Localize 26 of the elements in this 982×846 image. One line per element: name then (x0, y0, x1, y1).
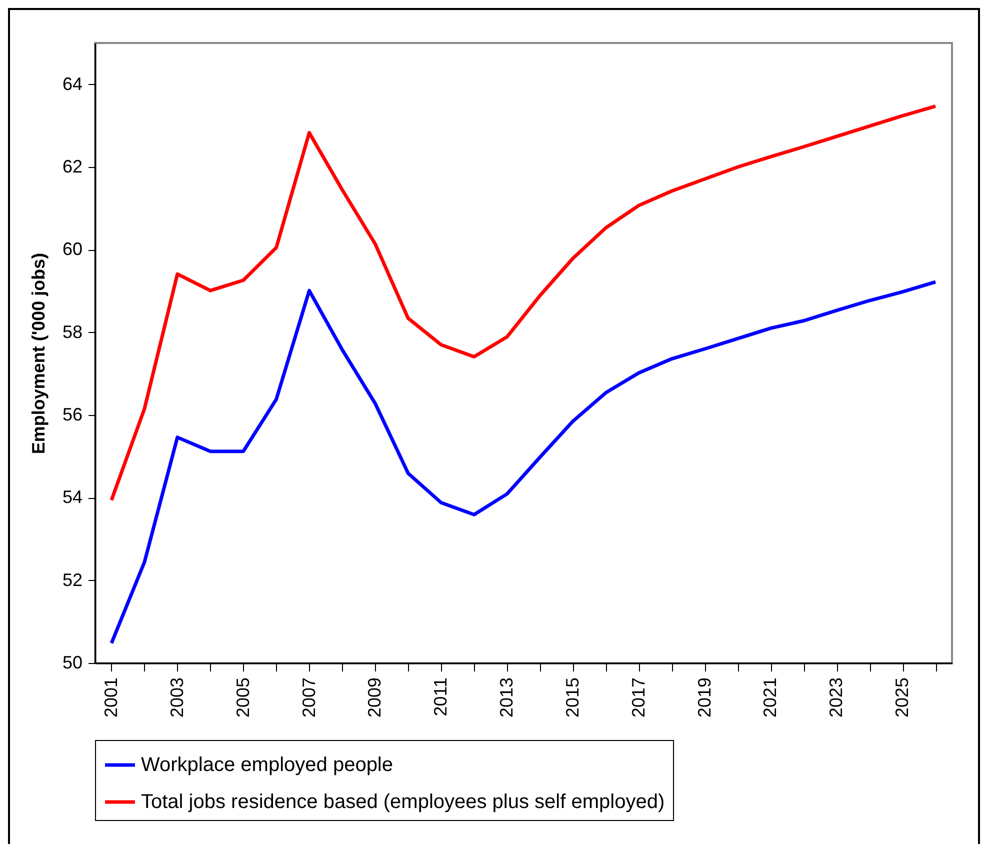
x-tick-label: 2013 (496, 678, 517, 718)
x-tick-label: 2021 (760, 678, 780, 718)
line-series (110, 104, 938, 502)
x-tick-label: 2017 (628, 678, 648, 718)
y-tick-label: 60 (62, 239, 82, 260)
x-tick-label: 2025 (892, 678, 912, 718)
x-tick-label: 2009 (364, 678, 385, 718)
y-axis-title: Employment ('000 jobs) (28, 252, 48, 454)
legend-label: Workplace employed people (141, 754, 394, 776)
x-tick-label: 2001 (100, 678, 121, 718)
y-tick-label: 50 (62, 652, 82, 672)
y-tick-label: 58 (62, 322, 82, 342)
x-tick-label: 2019 (694, 678, 714, 718)
x-tick-label: 2005 (232, 678, 253, 718)
y-tick-label: 52 (62, 570, 82, 590)
legend-label: Total jobs residence based (employees plus self employed) (141, 791, 665, 813)
y-tick-label: 56 (62, 404, 82, 424)
x-tick-label: 2007 (298, 678, 319, 718)
x-tick-label: 2003 (166, 678, 187, 718)
y-tick-label: 64 (62, 74, 82, 94)
y-tick-label: 62 (62, 156, 82, 176)
x-tick-label: 2015 (562, 678, 582, 718)
x-tick-label: 2023 (826, 678, 846, 718)
y-tick-label: 54 (62, 487, 82, 508)
line-series (110, 280, 938, 645)
x-tick-label: 2011 (430, 678, 451, 716)
